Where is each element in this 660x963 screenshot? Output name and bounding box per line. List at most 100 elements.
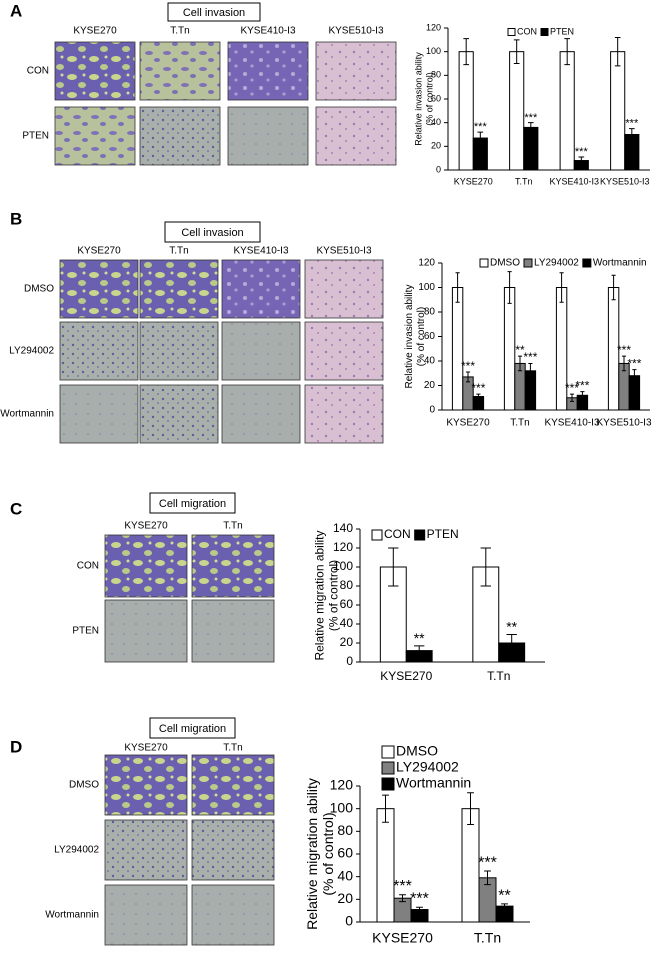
error-bar [527,122,534,133]
significance-label: ** [515,343,525,357]
row-label: Wortmannin [45,910,99,921]
micrograph [104,884,188,946]
micrograph [139,106,221,166]
significance-label: *** [575,378,589,392]
error-bar [382,794,389,823]
error-bar [614,36,621,67]
legend-label: Wortmannin [593,258,647,269]
significance-label: ** [414,630,425,646]
error-bar [632,369,637,383]
error-bar [455,272,460,303]
error-bar [507,271,512,304]
legend-label: DMSO [396,743,438,759]
x-tick-label: T.Tn [510,418,529,429]
error-bar [564,38,571,66]
y-axis-label: Relative migration ability [304,778,320,930]
y-tick-label: 40 [424,356,436,367]
error-bar [569,393,575,402]
legend-swatch [381,761,395,775]
y-axis-label: (% of control) [327,560,341,631]
micrograph [191,884,275,946]
error-bar [399,894,406,903]
bar [503,287,516,411]
error-bar [476,393,481,400]
bar [376,808,395,923]
x-tick-label: T.Tn [515,176,533,186]
error-bar [388,547,399,587]
bar [458,51,474,171]
micrograph [59,259,139,319]
x-tick-label: KYSE510-I3 [600,176,650,186]
micrograph [227,41,309,101]
x-tick-label: T.Tn [474,930,501,946]
significance-label: ** [506,619,517,635]
bar [559,51,575,171]
error-bar [477,131,484,145]
column-label: KYSE270 [124,743,168,754]
micrograph [227,106,309,166]
micrograph [191,534,275,598]
title-box [164,221,261,243]
y-tick-label: 20 [337,890,353,906]
micrograph [139,41,221,101]
error-bar [559,272,564,303]
micrograph [304,259,384,319]
y-tick-label: 60 [337,845,353,861]
column-label: KYSE510-I3 [328,26,383,37]
panel-label: B [10,209,22,228]
significance-label: *** [410,891,429,908]
panel-title: Cell migration [159,723,226,735]
significance-label: *** [524,112,538,124]
significance-label: *** [393,878,412,895]
y-tick-label: 60 [431,93,441,103]
y-tick-label: 80 [340,578,354,592]
y-axis-label: (% of control) [320,812,336,895]
y-tick-label: 80 [424,307,436,318]
legend-swatch [414,529,426,541]
bar [461,808,480,923]
column-label: KYSE270 [73,26,117,37]
error-bar [528,362,533,379]
y-axis-label: (% of control) [425,72,435,126]
micrograph [104,754,188,816]
significance-label: *** [625,118,639,130]
significance-label: *** [565,381,579,395]
micrograph [139,259,219,319]
column-label: T.Tn [170,26,189,37]
column-label: T.Tn [223,743,242,754]
y-tick-label: 60 [424,331,436,342]
row-label: PTEN [22,131,49,142]
micrograph [104,819,188,881]
legend-label: LY294002 [396,759,459,775]
error-bar [628,128,635,141]
bar [610,51,626,171]
row-label: PTEN [72,626,99,637]
legend-swatch [523,258,533,268]
significance-label: *** [474,121,488,133]
row-label: LY294002 [54,845,99,856]
x-tick-label: KYSE510-I3 [596,418,651,429]
panel-title: Cell invasion [181,227,243,239]
x-tick-label: T.Tn [487,669,510,683]
micrograph [315,106,397,166]
y-tick-label: 120 [426,22,441,32]
panel-label: C [10,499,22,518]
error-bar [501,903,508,909]
row-label: Wortmannin [0,409,54,420]
significance-label: *** [627,356,641,370]
x-tick-label: KYSE270 [380,669,432,683]
y-tick-label: 40 [337,867,353,883]
panel-title: Cell migration [159,498,226,510]
panel-label: A [10,1,22,20]
legend-swatch [507,28,516,36]
y-axis-label: Relative invasion ability [404,285,415,389]
y-tick-label: 0 [345,913,353,929]
y-tick-label: 100 [418,282,435,293]
x-tick-label: KYSE410-I3 [544,418,599,429]
micrograph [54,106,136,166]
error-bar [414,645,425,656]
micrograph [59,321,139,381]
column-label: KYSE270 [124,521,168,532]
y-tick-label: 120 [418,258,435,269]
